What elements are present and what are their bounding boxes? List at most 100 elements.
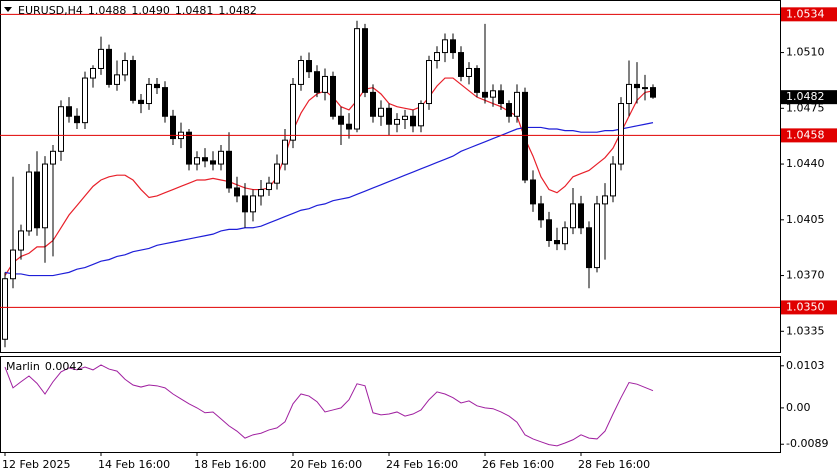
candle-body	[602, 195, 608, 205]
candle-body	[434, 52, 440, 62]
x-tick-label: 18 Feb 16:00	[194, 458, 266, 471]
candle-body	[82, 77, 88, 124]
candle-body	[98, 48, 104, 69]
candle-body	[394, 118, 400, 125]
candle-body	[114, 74, 120, 85]
y-tick-label: 1.0335	[786, 324, 825, 337]
candle-body	[170, 115, 176, 140]
level-label: 1.0534	[786, 7, 825, 20]
indicator-value: 0.0042	[45, 360, 84, 373]
moving-average	[4, 77, 654, 276]
candle-body	[74, 115, 80, 124]
candle-body	[378, 107, 384, 117]
candle-body	[386, 107, 392, 125]
candle-body	[226, 150, 232, 189]
candle-body	[18, 230, 24, 251]
candle-body	[210, 160, 216, 165]
symbol: EURUSD,H4	[18, 4, 83, 17]
main-panel	[0, 0, 781, 353]
y-tick-label: 0.00	[786, 401, 811, 414]
candle-body	[42, 163, 48, 229]
ohlc-high: 1.0490	[131, 4, 170, 17]
candle-body	[346, 123, 352, 130]
candle-body	[410, 115, 416, 127]
candle-body	[354, 28, 360, 130]
candle-body	[290, 83, 296, 141]
candle-body	[498, 90, 504, 105]
candle-body	[586, 227, 592, 269]
candle-body	[458, 52, 464, 77]
candle-body	[338, 115, 344, 125]
candle-body	[538, 203, 544, 221]
level-label-box	[781, 300, 837, 315]
candle-body	[258, 189, 264, 197]
price-label: 1.0482	[786, 90, 825, 103]
ohlc-close: 1.0482	[218, 4, 257, 17]
level-label: 1.0458	[786, 128, 825, 141]
indicator-name: Marlin	[6, 360, 40, 373]
candle-body	[402, 115, 408, 120]
candle-body	[138, 99, 144, 105]
candle-body	[122, 60, 128, 76]
candle-body	[506, 103, 512, 117]
x-tick-label: 20 Feb 16:00	[290, 458, 362, 471]
candle-body	[650, 87, 656, 98]
candle-body	[58, 106, 64, 152]
candle-body	[594, 203, 600, 269]
candle-body	[546, 219, 552, 242]
candle-body	[330, 75, 336, 117]
x-tick-label: 12 Feb 2025	[2, 458, 70, 471]
candle-body	[522, 91, 528, 181]
moving-average	[4, 122, 654, 277]
candle-body	[266, 182, 272, 191]
candle-body	[146, 83, 152, 105]
candle-body	[234, 187, 240, 197]
x-tick-label: 28 Feb 16:00	[578, 458, 650, 471]
candle-body	[26, 171, 32, 232]
level-label-box	[781, 128, 837, 143]
candle-body	[306, 60, 312, 73]
candle-body	[578, 203, 584, 229]
y-tick-label: -0.0089	[786, 437, 828, 450]
candle-body	[482, 91, 488, 98]
candle-body	[642, 87, 648, 90]
candle-body	[250, 195, 256, 213]
y-tick-label: 1.0510	[786, 46, 825, 59]
candle-body	[570, 203, 576, 229]
indicator-header: Marlin 0.0042	[6, 360, 83, 373]
symbol-header: EURUSD,H4 1.0488 1.0490 1.0481 1.0482	[18, 4, 257, 17]
y-tick-label: 0.0103	[786, 359, 825, 372]
candle-body	[418, 103, 424, 127]
candle-body	[314, 71, 320, 93]
level-label: 1.0350	[786, 300, 825, 313]
y-tick-label: 1.0405	[786, 213, 825, 226]
candle-body	[322, 75, 328, 93]
candle-body	[274, 163, 280, 184]
dropdown-arrow[interactable]	[4, 7, 12, 12]
x-tick-label: 26 Feb 16:00	[482, 458, 554, 471]
candle-body	[626, 83, 632, 105]
x-tick-label: 14 Feb 16:00	[98, 458, 170, 471]
candle-body	[426, 60, 432, 105]
candle-body	[562, 227, 568, 245]
plot: 1.0510 1.0475 1.0440 1.0405 1.0370 1.0335 1.05…	[0, 7, 837, 471]
candle-body	[34, 171, 40, 229]
candle-body	[218, 150, 224, 165]
candle-body	[466, 67, 472, 77]
candle-body	[154, 83, 160, 89]
y-tick-label: 1.0475	[786, 101, 825, 114]
candle-body	[162, 87, 168, 117]
candle-body	[66, 106, 72, 117]
level-label-box	[781, 7, 837, 22]
candle-body	[50, 150, 56, 165]
candle-body	[202, 157, 208, 162]
ohlc-low: 1.0481	[175, 4, 214, 17]
candle-body	[242, 195, 248, 213]
candle-body	[186, 131, 192, 165]
candle-body	[370, 91, 376, 117]
indicator-line	[4, 364, 654, 447]
candle-body	[282, 139, 288, 165]
candle-body	[450, 39, 456, 54]
